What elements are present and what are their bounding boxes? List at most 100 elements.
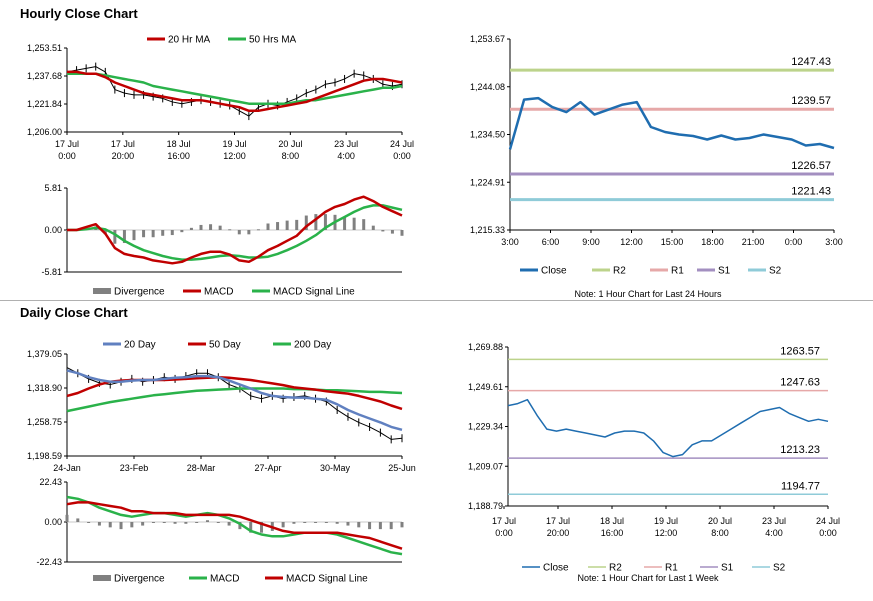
daily-zoom-xtick-label: 8:00: [711, 528, 729, 538]
hourly-section-title: Hourly Close Chart: [20, 6, 138, 21]
hourly-zoom-xtick-label: 21:00: [742, 237, 765, 247]
hourly-macd-ytick-label: 5.81: [44, 183, 62, 193]
hourly-price-segment: [181, 101, 192, 105]
hourly-macd-divergence-bar: [180, 230, 184, 233]
hourly-zoom-xtick-label: 9:00: [582, 237, 600, 247]
legend-daily-zoom-r1-label: R1: [665, 563, 678, 574]
daily-price-xtick-label: 23-Feb: [120, 463, 149, 473]
legend-hourly-zoom-r2-label: R2: [613, 266, 626, 277]
hourly-price-xtick-label: 20:00: [112, 151, 135, 161]
hourly-macd-divergence-bar: [151, 230, 155, 238]
daily-macd-divergence-bar: [205, 520, 209, 522]
daily-zoom-ytick-label: 1,209.07: [468, 461, 503, 471]
hourly-macd-divergence-bar: [170, 230, 174, 236]
hourly-50hr-ma-line: [67, 72, 403, 105]
daily-macd-divergence-bar: [195, 522, 199, 523]
hourly-macd-divergence-bar: [132, 230, 136, 241]
daily-macd-divergence-bar: [119, 522, 123, 530]
legend-hourly-macd-signal-label: MACD Signal Line: [273, 287, 355, 298]
daily-price-xtick-label: 24-Jan: [53, 463, 81, 473]
hourly-price-segment: [325, 82, 336, 85]
daily-macd-ytick-label: 0.00: [44, 517, 62, 527]
hourly-price-xtick-label: 0:00: [393, 151, 411, 161]
daily-macd-divergence-bar: [65, 514, 69, 522]
daily-price-segment: [391, 437, 403, 440]
daily-price-ytick-label: 1,318.90: [27, 383, 62, 393]
daily-macd-divergence-bar: [151, 522, 155, 523]
hourly-zoom-close-line: [508, 96, 835, 150]
legend-50hrs-ma-label: 50 Hrs MA: [249, 35, 297, 46]
legend-daily-macd-label: MACD: [210, 574, 239, 585]
hourly-zoom-ytick-label: 1,215.33: [470, 225, 505, 235]
daily-zoom-ytick-label: 1,269.88: [468, 342, 503, 352]
legend-daily-zoom-s2-label: S2: [773, 563, 786, 574]
hourly-macd-divergence-bar: [161, 230, 165, 236]
daily-macd-divergence-bar: [389, 522, 393, 530]
daily-macd-divergence-bar: [76, 518, 80, 522]
hourly-price-segment: [124, 92, 135, 96]
legend-20-day-label: 20 Day: [124, 340, 156, 351]
daily-price-segment: [185, 372, 197, 377]
daily-20-day-line: [66, 369, 403, 432]
daily-macd-divergence-bar: [314, 522, 318, 523]
daily-price-segment: [336, 409, 349, 418]
daily-macd-divergence-bar: [378, 522, 382, 530]
daily-macd-divergence-bar: [357, 522, 361, 528]
daily-zoom-ytick-label: 1,229.34: [468, 422, 503, 432]
legend-hourly-zoom-s2-label: S2: [769, 266, 782, 277]
daily-zoom-xtick-label: 20:00: [547, 528, 570, 538]
daily-zoom-xtick-label: 4:00: [765, 528, 783, 538]
hourly-macd-divergence-bar: [323, 214, 327, 230]
daily-price-ytick-label: 1,379.05: [27, 349, 62, 359]
daily-price-xtick-label: 30-May: [320, 463, 351, 473]
daily-zoom-r2-label: 1263.57: [780, 345, 820, 357]
daily-macd-divergence-bar: [303, 522, 307, 523]
daily-zoom-xtick-label: 23 Jul: [762, 516, 786, 526]
daily-macd-divergence-bar: [324, 522, 328, 523]
daily-macd-divergence-bar: [249, 522, 253, 533]
hourly-macd-divergence-bar: [237, 230, 241, 235]
daily-macd-divergence-bar: [184, 522, 188, 524]
hourly-macd-divergence-bar: [142, 230, 146, 238]
hourly-zoom-r2-label: 1247.43: [791, 56, 831, 68]
daily-macd-line: [66, 495, 403, 556]
daily-macd-ytick-label: 22.43: [39, 477, 62, 487]
daily-zoom-ytick-label: 1,188.79: [468, 501, 503, 511]
daily-price-ytick-label: 1,198.59: [27, 451, 62, 461]
legend-hourly-divergence-label: Divergence: [114, 287, 165, 298]
hourly-zoom-ytick-label: 1,244.08: [470, 82, 505, 92]
hourly-price-ytick-label: 1,206.00: [27, 127, 62, 137]
daily-zoom-xtick-label: 18 Jul: [600, 516, 624, 526]
daily-zoom-r1-label: 1247.63: [780, 377, 820, 389]
daily-macd-divergence-bar: [216, 522, 220, 523]
legend-daily-divergence-label: Divergence: [114, 574, 165, 585]
daily-macd-divergence-bar: [173, 522, 177, 524]
hourly-zoom-xtick-label: 18:00: [701, 237, 724, 247]
hourly-price-xtick-label: 20 Jul: [278, 139, 302, 149]
hourly-price-xtick-label: 12:00: [223, 151, 246, 161]
hourly-price-segment: [239, 110, 250, 117]
hourly-zoom-s1-label: 1226.57: [791, 160, 831, 172]
hourly-price-xtick-label: 19 Jul: [222, 139, 246, 149]
legend-hourly-macd-label: MACD: [204, 287, 233, 298]
legend-daily-zoom-r2-label: R2: [609, 563, 622, 574]
hourly-macd-line: [67, 195, 403, 265]
hourly-macd-divergence-bar: [122, 230, 126, 244]
hourly-zoom-xtick-label: 0:00: [785, 237, 803, 247]
daily-macd-divergence-bar: [87, 522, 91, 523]
hourly-macd-divergence-bar: [390, 230, 394, 234]
hourly-price-segment: [296, 92, 307, 99]
hourly-macd-ytick-label: -5.81: [41, 267, 62, 277]
hourly-price-segment: [86, 66, 96, 69]
hourly-price-xtick-label: 24 Jul: [390, 139, 414, 149]
hourly-zoom-xtick-label: 6:00: [542, 237, 560, 247]
hourly-zoom-ytick-label: 1,224.91: [470, 177, 505, 187]
legend-hourly-divergence-swatch: [93, 288, 111, 294]
daily-macd-divergence-bar: [260, 522, 264, 533]
daily-zoom-xtick-label: 0:00: [819, 528, 837, 538]
legend-daily-zoom-close-label: Close: [543, 563, 569, 574]
hourly-macd-divergence-bar: [228, 229, 232, 231]
hourly-price-xtick-label: 4:00: [337, 151, 355, 161]
legend-daily-macd-signal-label: MACD Signal Line: [286, 574, 368, 585]
